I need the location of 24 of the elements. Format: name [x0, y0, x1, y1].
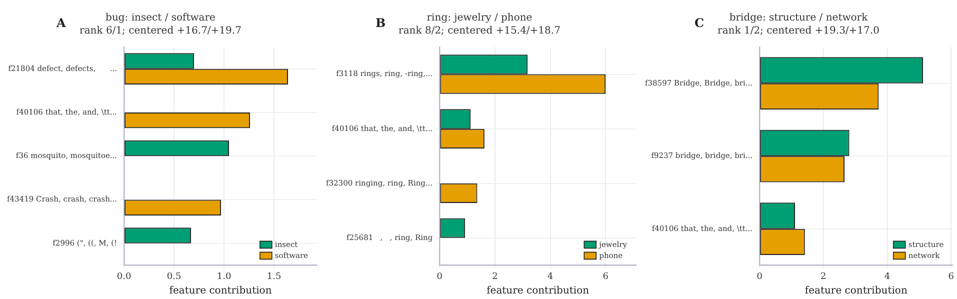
x-tick-label: 4	[547, 272, 554, 282]
x-tick-label: 1.0	[216, 272, 232, 282]
x-tick-label: 0.5	[166, 272, 182, 282]
chart-subtitle: rank 8/2; centered +15.4/+18.7	[398, 26, 560, 37]
x-tick-label: 1.5	[266, 272, 282, 282]
x-tick-label: 2	[820, 272, 826, 282]
chart-title: bug: insect / software	[106, 12, 216, 24]
x-axis-title: feature contribution	[486, 286, 590, 297]
x-tick-label: 0.0	[116, 272, 132, 282]
text: B	[376, 16, 386, 30]
x-axis-title: feature contribution	[169, 286, 272, 297]
chart-subtitle: rank 6/1; centered +16.7/+19.7	[80, 26, 242, 37]
x-tick-label: 6	[602, 272, 609, 282]
chart-title: bridge: structure / network	[729, 12, 869, 24]
chart-subtitle: rank 1/2; centered +19.3/+17.0	[718, 26, 880, 37]
x-tick-label: 6	[948, 272, 954, 282]
text: A	[56, 16, 67, 30]
x-tick-label: 2	[492, 272, 498, 282]
x-tick-label: 4	[884, 272, 890, 282]
chart-title: ring: jewelry / phone	[426, 12, 532, 24]
text: C	[694, 16, 704, 30]
x-axis-title: feature contribution	[804, 286, 908, 297]
x-tick-label: 0	[436, 272, 443, 282]
x-tick-label: 0	[756, 272, 763, 282]
